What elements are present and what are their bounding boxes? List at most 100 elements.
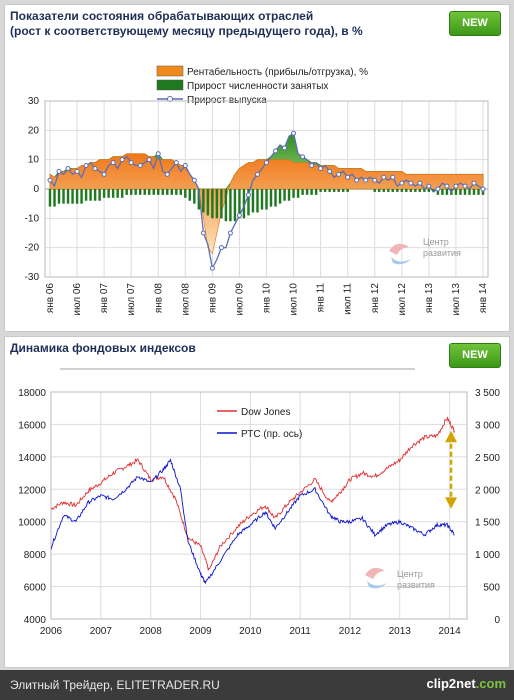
- employment-bar: [369, 189, 372, 190]
- employment-bar: [220, 189, 223, 219]
- x-tick-label: янв 13: [424, 283, 435, 314]
- plot-frame: [44, 100, 489, 278]
- employment-bar: [148, 189, 151, 195]
- employment-bar: [391, 189, 395, 192]
- x-tick-label: 2014: [438, 626, 461, 637]
- employment-bar: [93, 189, 97, 201]
- employment-bar: [120, 189, 124, 198]
- employment-bar: [418, 189, 422, 192]
- output-point: [345, 174, 351, 180]
- watermark-line2: развития: [397, 580, 435, 590]
- x-tick-label: 2008: [140, 626, 163, 637]
- output-point: [218, 245, 224, 251]
- output-point: [336, 171, 342, 177]
- x-tick-label: июл 07: [126, 283, 137, 316]
- output-point: [300, 154, 306, 160]
- y-left-tick-label: 18000: [18, 388, 46, 399]
- employment-bar: [409, 189, 413, 192]
- employment-bar: [323, 189, 327, 192]
- employment-bar: [188, 189, 192, 201]
- employment-bar: [441, 189, 444, 195]
- employment-bar: [423, 189, 426, 192]
- output-point: [101, 171, 107, 177]
- output-point: [318, 165, 324, 171]
- footer-bar: Элитный Трейдер, ELITETRADER.RU clip2net…: [0, 670, 514, 700]
- chart2-title-block: Динамика фондовых индексов: [10, 341, 196, 356]
- employment-bar: [57, 189, 61, 204]
- output-point: [227, 230, 233, 236]
- employment-bar: [107, 189, 110, 198]
- chart1-subtitle: (рост к соответствующему месяцу предыдущ…: [10, 24, 363, 38]
- employment-bar: [260, 189, 264, 210]
- employment-bar: [269, 189, 273, 207]
- output-point: [399, 180, 405, 186]
- output-point: [191, 177, 197, 183]
- employment-bar: [161, 189, 164, 195]
- x-tick-label: 2011: [289, 626, 311, 637]
- output-point: [47, 177, 53, 183]
- employment-bar: [283, 189, 286, 201]
- output-point: [110, 160, 116, 166]
- employment-bar: [468, 189, 471, 195]
- y-left-tick-label: 6000: [24, 583, 47, 594]
- output-point: [92, 165, 98, 171]
- employment-bar: [359, 189, 363, 190]
- employment-bar: [319, 189, 322, 192]
- chart-panel-industry: Показатели состояния обрабатывающих отра…: [4, 4, 510, 332]
- employment-bar: [436, 189, 440, 195]
- output-point: [155, 151, 161, 157]
- x-tick-label: 2006: [40, 626, 63, 637]
- employment-bar: [332, 189, 336, 192]
- employment-bar: [175, 189, 178, 195]
- employment-bar: [301, 189, 304, 195]
- y-right-tick-label: 1 500: [475, 518, 500, 529]
- x-tick-label: 2007: [90, 626, 113, 637]
- new-badge-button-2[interactable]: NEW: [449, 343, 501, 368]
- output-point: [273, 148, 279, 154]
- output-point: [426, 183, 432, 189]
- x-tick-label: июл 11: [343, 283, 354, 315]
- clip2net-logo[interactable]: clip2net.com: [427, 676, 506, 691]
- output-point: [83, 163, 89, 169]
- employment-bar: [337, 189, 340, 192]
- output-point: [408, 180, 414, 186]
- output-point: [164, 171, 170, 177]
- employment-bar: [247, 189, 250, 216]
- watermark-line1: Центр: [423, 237, 449, 247]
- clip2net-logo-main: clip2net: [426, 676, 476, 691]
- y-left-tick-label: 4000: [24, 615, 47, 626]
- employment-bar: [373, 189, 376, 192]
- output-point: [182, 163, 188, 169]
- output-point: [65, 165, 71, 171]
- employment-bar: [75, 189, 79, 204]
- watermark-logo-shape-2: [391, 257, 411, 265]
- y-tick-label: 30: [28, 96, 40, 107]
- output-point: [236, 212, 242, 218]
- output-point: [254, 171, 260, 177]
- output-point: [435, 186, 441, 192]
- employment-bar: [355, 189, 358, 190]
- employment-bar: [233, 189, 237, 222]
- watermark-line1: Центр: [397, 569, 423, 579]
- x-tick-label: 2012: [339, 626, 362, 637]
- chart2-plot: 18000 16000 14000 12000 10000 8000 6000 4000 3 5…: [18, 368, 500, 637]
- legend-entry: Рентабельность (прибыль/отгрузка), %: [187, 66, 368, 78]
- new-badge-button[interactable]: NEW: [449, 11, 501, 36]
- employment-bar: [229, 189, 232, 222]
- y-right-tick-label: 2 000: [475, 485, 500, 496]
- employment-bar: [328, 189, 331, 192]
- y-tick-label: 20: [28, 125, 40, 136]
- employment-bar: [396, 189, 399, 192]
- y-right-tick-label: 2 500: [475, 453, 500, 464]
- y-tick-label: -30: [25, 272, 40, 283]
- employment-bar: [193, 189, 196, 204]
- employment-bar: [206, 189, 210, 216]
- output-point: [74, 168, 80, 174]
- output-point: [309, 163, 315, 169]
- employment-bar: [48, 189, 52, 207]
- x-tick-label: янв 09: [207, 283, 218, 314]
- gap-arrow-head-bottom: [445, 497, 458, 509]
- employment-bar: [211, 189, 214, 219]
- legend-entry: РТС (пр. ось): [241, 429, 302, 440]
- employment-bar: [80, 189, 83, 204]
